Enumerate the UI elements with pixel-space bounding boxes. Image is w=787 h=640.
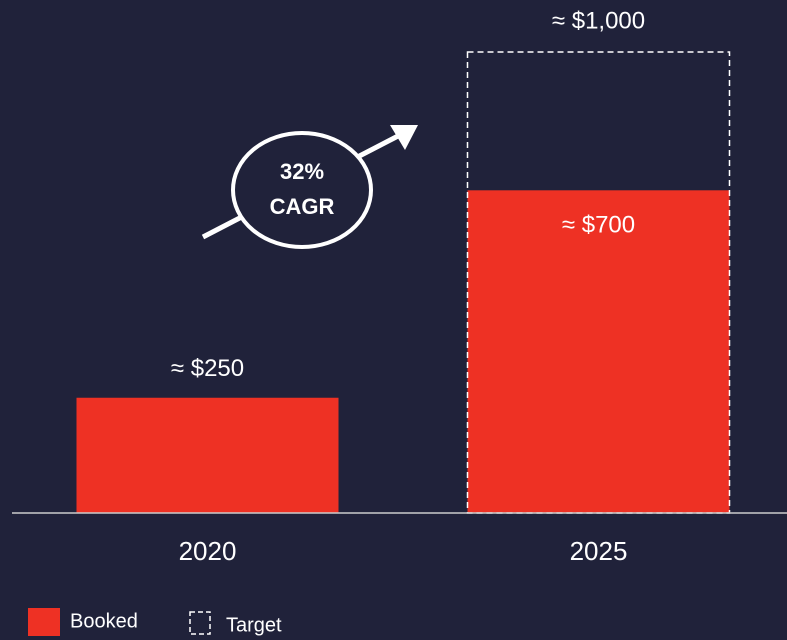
- legend-label: Booked: [70, 610, 138, 632]
- value-label: ≈ $250: [171, 355, 244, 382]
- value-label: ≈ $1,000: [552, 7, 645, 34]
- x-tick-label: 2020: [179, 536, 237, 566]
- cagr-label: 32%: [280, 159, 324, 184]
- bar: [467, 190, 730, 514]
- legend-swatch: [28, 608, 60, 636]
- cagr-arrow-head: [390, 125, 418, 150]
- bar: [76, 397, 339, 513]
- legend-swatch: [189, 611, 211, 635]
- value-label: ≈ $700: [562, 212, 635, 239]
- x-tick-label: 2025: [570, 536, 628, 566]
- cagr-circle: [231, 131, 373, 249]
- cagr-label: CAGR: [270, 194, 335, 219]
- legend-label: Target: [226, 614, 282, 636]
